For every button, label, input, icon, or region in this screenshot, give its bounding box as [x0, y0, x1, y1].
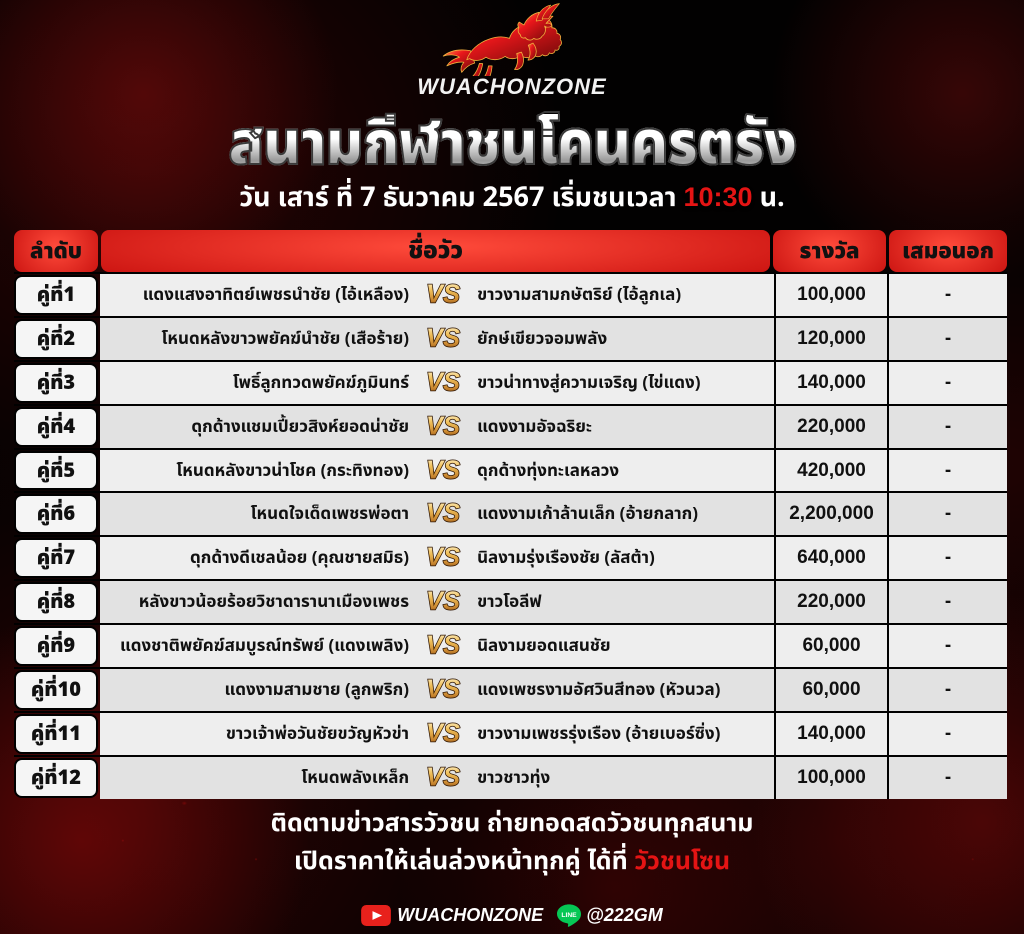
svg-text:VS: VS	[426, 719, 460, 747]
svg-text:VS: VS	[426, 412, 460, 440]
svg-text:VS: VS	[426, 544, 460, 572]
svg-text:VS: VS	[426, 368, 460, 396]
svg-text:VS: VS	[426, 280, 460, 308]
svg-text:VS: VS	[426, 763, 460, 791]
svg-text:VS: VS	[426, 632, 460, 660]
svg-text:VS: VS	[426, 500, 460, 528]
svg-text:VS: VS	[426, 588, 460, 616]
svg-text:LINE: LINE	[562, 912, 578, 919]
svg-text:VS: VS	[426, 675, 460, 703]
svg-text:VS: VS	[426, 324, 460, 352]
svg-text:VS: VS	[426, 456, 460, 484]
